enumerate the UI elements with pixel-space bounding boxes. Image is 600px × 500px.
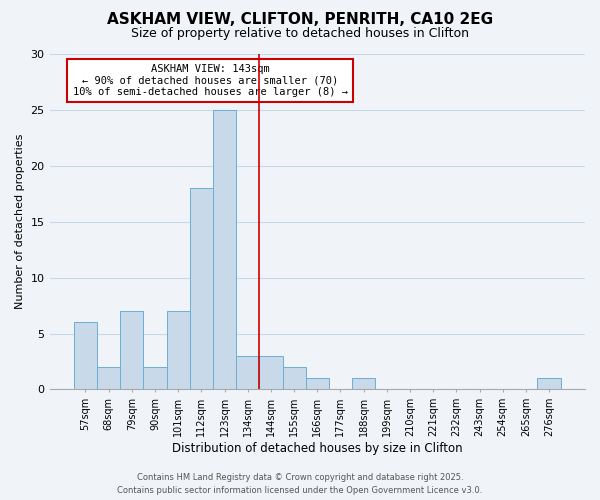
Bar — [538, 378, 560, 390]
Text: ASKHAM VIEW: 143sqm
← 90% of detached houses are smaller (70)
10% of semi-detach: ASKHAM VIEW: 143sqm ← 90% of detached ho… — [73, 64, 347, 98]
Text: ASKHAM VIEW, CLIFTON, PENRITH, CA10 2EG: ASKHAM VIEW, CLIFTON, PENRITH, CA10 2EG — [107, 12, 493, 28]
Bar — [97, 367, 120, 390]
Bar — [259, 356, 283, 390]
Bar — [352, 378, 375, 390]
X-axis label: Distribution of detached houses by size in Clifton: Distribution of detached houses by size … — [172, 442, 463, 455]
Text: Contains HM Land Registry data © Crown copyright and database right 2025.
Contai: Contains HM Land Registry data © Crown c… — [118, 474, 482, 495]
Bar — [190, 188, 213, 390]
Bar — [305, 378, 329, 390]
Text: Size of property relative to detached houses in Clifton: Size of property relative to detached ho… — [131, 28, 469, 40]
Bar — [167, 311, 190, 390]
Bar — [236, 356, 259, 390]
Bar — [74, 322, 97, 390]
Y-axis label: Number of detached properties: Number of detached properties — [15, 134, 25, 310]
Bar — [213, 110, 236, 390]
Bar — [283, 367, 305, 390]
Bar — [143, 367, 167, 390]
Bar — [120, 311, 143, 390]
